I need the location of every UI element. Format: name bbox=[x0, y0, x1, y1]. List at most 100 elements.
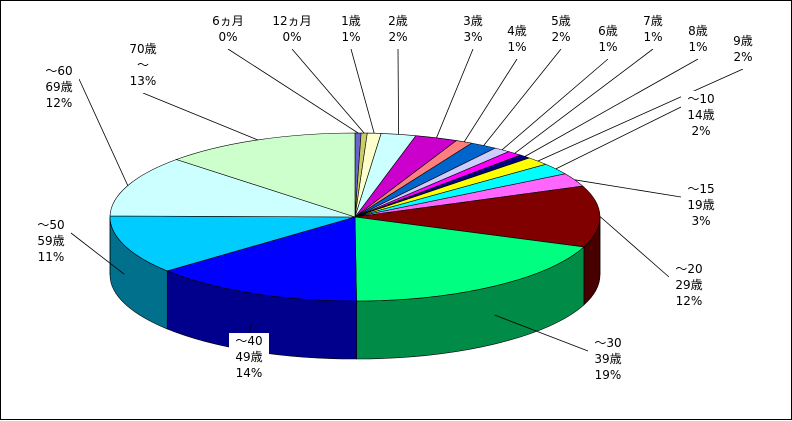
data-label-line: 6歳 bbox=[598, 24, 618, 38]
data-label-13: ～20 29歳 12% bbox=[675, 262, 702, 308]
data-label-line: ～ bbox=[137, 58, 149, 72]
data-label-line: 2% bbox=[691, 124, 710, 138]
leader-line-16 bbox=[70, 232, 125, 275]
data-label-3: 2歳 2% bbox=[388, 14, 408, 44]
data-label-line: 1% bbox=[598, 40, 617, 54]
data-label-line: 2% bbox=[388, 30, 407, 44]
pie-slice-16 bbox=[109, 215, 356, 272]
pie-slice-13 bbox=[354, 185, 601, 248]
leader-line-12 bbox=[574, 179, 682, 198]
data-label-line: 1% bbox=[643, 30, 662, 44]
data-label-bg-2 bbox=[336, 13, 366, 49]
data-label-0: 6ヵ月 0% bbox=[212, 14, 244, 44]
data-label-9: 8歳 1% bbox=[688, 24, 708, 54]
data-label-line: 19% bbox=[595, 368, 622, 382]
data-label-4: 3歳 3% bbox=[463, 14, 483, 44]
data-label-line: 12ヵ月 bbox=[272, 14, 311, 28]
data-label-16: ～50 59歳 11% bbox=[37, 218, 64, 264]
data-label-line: 1% bbox=[507, 40, 526, 54]
data-label-line: 2% bbox=[551, 30, 570, 44]
leader-line-11 bbox=[555, 106, 682, 170]
data-label-line: ～50 bbox=[37, 218, 64, 232]
data-label-line: 3% bbox=[691, 214, 710, 228]
data-label-line: 1% bbox=[688, 40, 707, 54]
data-label-bg-8 bbox=[638, 13, 668, 49]
data-label-line: 69歳 bbox=[45, 80, 72, 94]
leader-line-5 bbox=[463, 58, 518, 143]
data-label-line: 3% bbox=[463, 30, 482, 44]
data-label-line: 29歳 bbox=[675, 278, 702, 292]
data-label-line: ～30 bbox=[594, 336, 621, 350]
data-label-line: 0% bbox=[218, 30, 237, 44]
data-label-bg-4 bbox=[458, 13, 488, 49]
leader-line-14 bbox=[494, 314, 589, 352]
data-label-line: 14% bbox=[236, 366, 263, 380]
data-label-bg-1 bbox=[267, 13, 317, 49]
data-label-18: 70歳 ～ 13% bbox=[129, 42, 156, 88]
data-label-2: 1歳 1% bbox=[341, 14, 361, 44]
leader-line-4 bbox=[436, 48, 474, 138]
data-label-bg-16 bbox=[31, 217, 71, 269]
data-label-line: 59歳 bbox=[37, 234, 64, 248]
data-label-line: 1% bbox=[341, 30, 360, 44]
data-label-line: ～10 bbox=[687, 92, 714, 106]
data-label-line: 6ヵ月 bbox=[212, 14, 244, 28]
data-label-bg-11 bbox=[681, 91, 721, 143]
leader-line-1 bbox=[291, 48, 365, 134]
data-label-bg-7 bbox=[593, 23, 623, 59]
leader-line-10 bbox=[537, 68, 744, 162]
leader-line-9 bbox=[524, 58, 699, 157]
leader-line-7 bbox=[501, 58, 609, 151]
data-label-line: 4歳 bbox=[507, 24, 527, 38]
data-label-bg-14 bbox=[588, 335, 628, 387]
leader-line-8 bbox=[514, 48, 654, 154]
data-label-14: ～30 39歳 19% bbox=[594, 336, 621, 382]
pie-tops bbox=[109, 132, 601, 302]
leader-line-18 bbox=[142, 92, 258, 141]
data-label-12: ～15 19歳 3% bbox=[687, 182, 714, 228]
data-labels: 6ヵ月 0%12ヵ月 0%1歳 1%2歳 2%3歳 3% 4歳 1%5歳 2% 6歳 1%7歳 1% 8… bbox=[31, 13, 758, 387]
data-label-bg-0 bbox=[208, 13, 248, 49]
data-label-8: 7歳 1% bbox=[643, 14, 663, 44]
data-label-bg-17 bbox=[39, 63, 79, 115]
pie-sides bbox=[109, 216, 601, 360]
data-label-line: 14歳 bbox=[687, 108, 714, 122]
pie-slice-18 bbox=[175, 132, 356, 218]
data-label-line: 39歳 bbox=[594, 352, 621, 366]
leader-lines bbox=[70, 48, 744, 352]
leader-line-15 bbox=[248, 322, 253, 334]
data-label-11: ～10 14歳 2% bbox=[687, 92, 714, 138]
data-label-bg-6 bbox=[546, 13, 576, 49]
data-label-1: 12ヵ月 0% bbox=[272, 14, 311, 44]
data-label-bg-18 bbox=[123, 41, 163, 93]
leader-line-2 bbox=[350, 48, 375, 134]
data-label-line: 8歳 bbox=[688, 24, 708, 38]
data-label-line: 2歳 bbox=[388, 14, 408, 28]
data-label-bg-9 bbox=[683, 23, 713, 59]
data-label-17: ～60 69歳 12% bbox=[45, 64, 72, 110]
data-label-line: 2% bbox=[733, 50, 752, 64]
data-label-bg-3 bbox=[383, 13, 413, 49]
leader-line-3 bbox=[397, 48, 399, 135]
pie-slice-14 bbox=[354, 216, 585, 302]
data-label-bg-13 bbox=[669, 261, 709, 313]
pie-slice-15 bbox=[166, 216, 357, 302]
data-label-line: 1歳 bbox=[341, 14, 361, 28]
data-label-line: 11% bbox=[38, 250, 65, 264]
data-label-line: 49歳 bbox=[235, 350, 262, 364]
leader-line-6 bbox=[483, 48, 562, 146]
leader-line-0 bbox=[227, 48, 359, 134]
leader-line-17 bbox=[78, 78, 129, 186]
data-label-line: 0% bbox=[282, 30, 301, 44]
data-label-line: 12% bbox=[46, 96, 73, 110]
data-label-line: 5歳 bbox=[551, 14, 571, 28]
data-label-bg-5 bbox=[502, 23, 532, 59]
data-label-line: ～20 bbox=[675, 262, 702, 276]
data-label-5: 4歳 1% bbox=[507, 24, 527, 54]
data-label-line: 12% bbox=[676, 294, 703, 308]
data-label-10: 9歳 2% bbox=[733, 34, 753, 64]
data-label-6: 5歳 2% bbox=[551, 14, 571, 44]
data-label-line: 3歳 bbox=[463, 14, 483, 28]
data-label-line: 13% bbox=[130, 74, 157, 88]
